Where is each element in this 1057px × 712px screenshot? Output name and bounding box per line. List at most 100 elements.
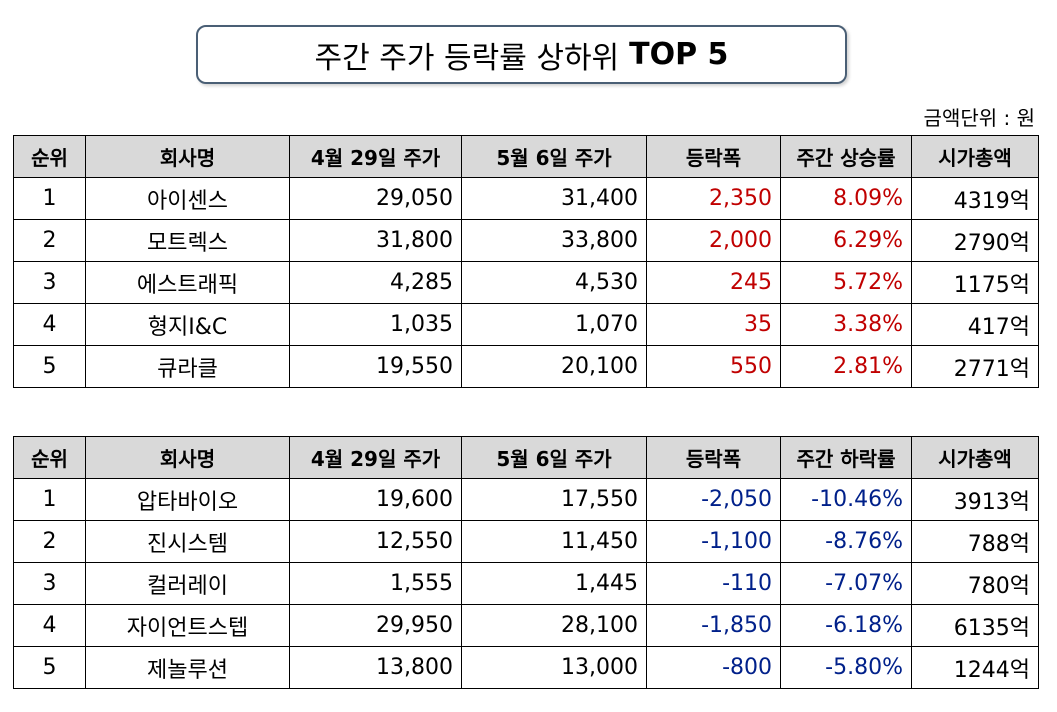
losers-table: 순위 회사명 4월 29일 주가 5월 6일 주가 등락폭 주간 하락률 시가총… xyxy=(13,436,1039,689)
cell-rank: 3 xyxy=(13,562,86,605)
cell-rate: -5.80% xyxy=(780,646,912,689)
cell-change: -1,850 xyxy=(646,604,781,647)
header-rate: 주간 하락률 xyxy=(780,436,912,479)
cell-price-may6: 33,800 xyxy=(461,219,647,262)
cell-rank: 1 xyxy=(13,177,86,220)
cell-rate: 6.29% xyxy=(780,219,912,262)
cell-price-apr29: 29,950 xyxy=(289,604,462,647)
cell-rank: 2 xyxy=(13,219,86,262)
cell-market-cap: 3913억 xyxy=(911,478,1039,521)
cell-market-cap: 1244억 xyxy=(911,646,1039,689)
cell-market-cap: 4319억 xyxy=(911,177,1039,220)
table-row: 5 제놀루션 13,800 13,000 -800 -5.80% 1244억 xyxy=(13,646,1039,689)
table-row: 4 형지I&C 1,035 1,070 35 3.38% 417억 xyxy=(13,303,1039,346)
cell-change: 550 xyxy=(646,345,781,388)
cell-price-may6: 1,445 xyxy=(461,562,647,605)
cell-company: 아이센스 xyxy=(85,177,290,220)
header-change: 등락폭 xyxy=(646,436,781,479)
cell-rate: 2.81% xyxy=(780,345,912,388)
table-row: 3 컬러레이 1,555 1,445 -110 -7.07% 780억 xyxy=(13,562,1039,605)
cell-market-cap: 2790억 xyxy=(911,219,1039,262)
cell-change: -1,100 xyxy=(646,520,781,563)
cell-company: 모트렉스 xyxy=(85,219,290,262)
title-main: 주간 주가 등락률 상하위 xyxy=(314,40,620,76)
title-suffix: TOP 5 xyxy=(629,37,729,72)
header-rate: 주간 상승률 xyxy=(780,135,912,178)
cell-price-apr29: 12,550 xyxy=(289,520,462,563)
cell-rank: 1 xyxy=(13,478,86,521)
cell-price-may6: 17,550 xyxy=(461,478,647,521)
cell-market-cap: 2771억 xyxy=(911,345,1039,388)
cell-rank: 2 xyxy=(13,520,86,563)
cell-rate: 8.09% xyxy=(780,177,912,220)
cell-price-apr29: 13,800 xyxy=(289,646,462,689)
cell-rate: -10.46% xyxy=(780,478,912,521)
cell-company: 제놀루션 xyxy=(85,646,290,689)
cell-company: 진시스템 xyxy=(85,520,290,563)
cell-company: 에스트래픽 xyxy=(85,261,290,304)
table-row: 2 진시스템 12,550 11,450 -1,100 -8.76% 788억 xyxy=(13,520,1039,563)
cell-rate: 5.72% xyxy=(780,261,912,304)
cell-market-cap: 788억 xyxy=(911,520,1039,563)
cell-rate: 3.38% xyxy=(780,303,912,346)
cell-change: 2,350 xyxy=(646,177,781,220)
cell-rate: -6.18% xyxy=(780,604,912,647)
cell-company: 자이언트스텝 xyxy=(85,604,290,647)
header-company: 회사명 xyxy=(85,436,290,479)
table-header-row: 순위 회사명 4월 29일 주가 5월 6일 주가 등락폭 주간 상승률 시가총… xyxy=(13,135,1039,178)
cell-company: 큐라클 xyxy=(85,345,290,388)
cell-change: 35 xyxy=(646,303,781,346)
header-price-may6: 5월 6일 주가 xyxy=(461,135,647,178)
cell-price-apr29: 31,800 xyxy=(289,219,462,262)
cell-rate: -8.76% xyxy=(780,520,912,563)
cell-price-apr29: 19,550 xyxy=(289,345,462,388)
gainers-table: 순위 회사명 4월 29일 주가 5월 6일 주가 등락폭 주간 상승률 시가총… xyxy=(13,135,1039,388)
cell-price-may6: 11,450 xyxy=(461,520,647,563)
table-row: 5 큐라클 19,550 20,100 550 2.81% 2771억 xyxy=(13,345,1039,388)
cell-price-apr29: 4,285 xyxy=(289,261,462,304)
cell-price-apr29: 1,555 xyxy=(289,562,462,605)
cell-price-apr29: 29,050 xyxy=(289,177,462,220)
cell-change: 245 xyxy=(646,261,781,304)
cell-company: 압타바이오 xyxy=(85,478,290,521)
header-company: 회사명 xyxy=(85,135,290,178)
header-price-apr29: 4월 29일 주가 xyxy=(289,135,462,178)
cell-market-cap: 780억 xyxy=(911,562,1039,605)
table-row: 4 자이언트스텝 29,950 28,100 -1,850 -6.18% 613… xyxy=(13,604,1039,647)
cell-price-may6: 13,000 xyxy=(461,646,647,689)
cell-price-may6: 20,100 xyxy=(461,345,647,388)
cell-rate: -7.07% xyxy=(780,562,912,605)
table-row: 2 모트렉스 31,800 33,800 2,000 6.29% 2790억 xyxy=(13,219,1039,262)
header-market-cap: 시가총액 xyxy=(911,135,1039,178)
cell-price-may6: 28,100 xyxy=(461,604,647,647)
cell-rank: 5 xyxy=(13,646,86,689)
cell-price-may6: 31,400 xyxy=(461,177,647,220)
cell-company: 형지I&C xyxy=(85,303,290,346)
unit-note: 금액단위 : 원 xyxy=(923,106,1035,130)
cell-price-may6: 1,070 xyxy=(461,303,647,346)
table-header-row: 순위 회사명 4월 29일 주가 5월 6일 주가 등락폭 주간 하락률 시가총… xyxy=(13,436,1039,479)
cell-market-cap: 417억 xyxy=(911,303,1039,346)
cell-market-cap: 1175억 xyxy=(911,261,1039,304)
cell-market-cap: 6135억 xyxy=(911,604,1039,647)
table-row: 3 에스트래픽 4,285 4,530 245 5.72% 1175억 xyxy=(13,261,1039,304)
cell-change: -800 xyxy=(646,646,781,689)
table-row: 1 아이센스 29,050 31,400 2,350 8.09% 4319억 xyxy=(13,177,1039,220)
cell-rank: 5 xyxy=(13,345,86,388)
cell-change: -110 xyxy=(646,562,781,605)
cell-price-apr29: 19,600 xyxy=(289,478,462,521)
header-market-cap: 시가총액 xyxy=(911,436,1039,479)
cell-price-may6: 4,530 xyxy=(461,261,647,304)
header-rank: 순위 xyxy=(13,135,86,178)
cell-change: -2,050 xyxy=(646,478,781,521)
cell-rank: 3 xyxy=(13,261,86,304)
cell-company: 컬러레이 xyxy=(85,562,290,605)
table-row: 1 압타바이오 19,600 17,550 -2,050 -10.46% 391… xyxy=(13,478,1039,521)
cell-change: 2,000 xyxy=(646,219,781,262)
header-rank: 순위 xyxy=(13,436,86,479)
cell-rank: 4 xyxy=(13,604,86,647)
cell-rank: 4 xyxy=(13,303,86,346)
page-title: 주간 주가 등락률 상하위 TOP 5 xyxy=(196,25,847,84)
cell-price-apr29: 1,035 xyxy=(289,303,462,346)
header-price-apr29: 4월 29일 주가 xyxy=(289,436,462,479)
